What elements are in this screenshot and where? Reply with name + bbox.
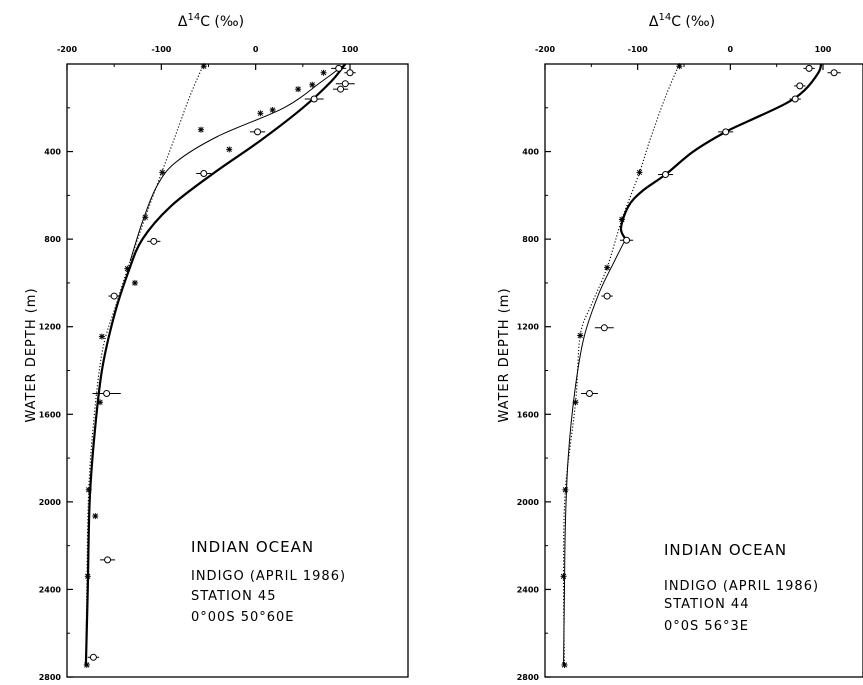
annotation-line-4: 0°00S 50°60E [191, 610, 295, 625]
data-point-star [604, 264, 611, 271]
data-point-circle [796, 82, 804, 90]
x-tick-label: -200 [535, 45, 555, 54]
data-point-star [257, 110, 264, 117]
data-point-star [159, 169, 166, 176]
y-tick-label: 2000 [39, 498, 62, 507]
annotation-line-4: 0°0S 56°3E [664, 619, 749, 634]
data-point-circle [310, 95, 318, 103]
data-point-star [142, 214, 149, 221]
y-tick-label: 2800 [39, 673, 62, 682]
curve-thin-solid [129, 64, 346, 262]
x-tick-label: 0 [253, 45, 259, 54]
data-point-circle [89, 653, 97, 661]
data-point-circle [600, 324, 608, 332]
data-point-star [97, 399, 104, 406]
y-axis-title: WATER DEPTH (m) [497, 287, 512, 422]
data-point-star [560, 573, 567, 580]
annotation-line-1: INDIAN OCEAN [664, 541, 787, 559]
data-point-star [295, 86, 302, 93]
data-point-circle [150, 237, 158, 245]
data-point-circle [585, 389, 593, 397]
y-tick-label: 1600 [517, 410, 540, 419]
data-point-star [84, 573, 91, 580]
curve-thick-solid [84, 64, 347, 667]
annotation-line-1: INDIAN OCEAN [191, 538, 314, 556]
data-point-circle [623, 236, 631, 244]
y-tick-label: 2800 [517, 673, 540, 682]
annotation-line-3: STATION 45 [191, 589, 276, 604]
data-point-star [636, 169, 643, 176]
data-point-star [226, 146, 233, 153]
y-tick-label: 1600 [39, 410, 62, 419]
data-point-star [197, 126, 204, 133]
data-point-circle [830, 69, 838, 77]
data-point-star [577, 332, 584, 339]
data-point-circle [346, 69, 354, 77]
annotation-line-2: INDIGO (APRIL 1986) [664, 579, 819, 594]
x-axis-title: Δ14C (‰) [178, 12, 244, 30]
data-point-circle [104, 556, 112, 564]
y-axis-title: WATER DEPTH (m) [24, 287, 39, 422]
data-point-circle [103, 389, 111, 397]
y-tick-label: 800 [522, 235, 539, 244]
data-point-circle [337, 85, 345, 93]
data-point-star [92, 513, 99, 520]
data-point-star [85, 486, 92, 493]
y-tick-label: 2000 [517, 498, 540, 507]
chart-panel-left: -200 -100 0 100 Δ14C (‰) 400 800 1200 1600 2000 24… [24, 12, 409, 682]
x-tick-label: 100 [342, 45, 359, 54]
data-point-star [200, 63, 207, 70]
data-point-star [131, 279, 138, 286]
x-tick-label: 100 [815, 45, 832, 54]
y-tick-label: 2400 [517, 585, 540, 594]
x-tick-label: 0 [728, 45, 734, 54]
data-point-star [269, 106, 276, 113]
data-point-circle [791, 95, 799, 103]
annotation-line-3: STATION 44 [664, 597, 749, 612]
y-tick-label: 1200 [39, 323, 62, 332]
data-point-circle [335, 64, 343, 72]
x-axis-title: Δ14C (‰) [649, 12, 715, 30]
data-point-star [676, 63, 683, 70]
y-tick-label: 400 [44, 148, 61, 157]
curve-thick-solid [619, 64, 823, 240]
curve-dotted [562, 64, 680, 665]
data-point-star [124, 265, 131, 272]
y-tick-label: 800 [44, 235, 61, 244]
data-point-star [572, 399, 579, 406]
data-point-circle [661, 171, 669, 179]
data-point-star [562, 486, 569, 493]
y-tick-label: 1200 [517, 323, 540, 332]
annotation-line-2: INDIGO (APRIL 1986) [191, 569, 346, 584]
chart-panel-right: -200 -100 0 100 Δ14C (‰) 400 800 1200 1600 2000 24… [497, 12, 863, 682]
data-point-circle [603, 292, 611, 300]
data-point-star [618, 216, 625, 223]
data-point-circle [110, 292, 118, 300]
data-point-star [83, 661, 90, 668]
data-point-circle [805, 64, 813, 72]
x-tick-label: -100 [628, 45, 648, 54]
data-point-circle [341, 80, 349, 88]
curve-thin-solid [563, 238, 627, 667]
x-tick-label: -100 [151, 45, 171, 54]
data-point-circle [200, 169, 208, 177]
data-point-circle [722, 128, 730, 136]
y-tick-label: 400 [522, 148, 539, 157]
data-point-star [320, 69, 327, 76]
data-point-star [309, 81, 316, 88]
data-point-star [561, 661, 568, 668]
x-tick-label: -200 [57, 45, 77, 54]
data-point-star [98, 333, 105, 340]
data-point-circle [254, 128, 262, 136]
y-tick-label: 2400 [39, 585, 62, 594]
